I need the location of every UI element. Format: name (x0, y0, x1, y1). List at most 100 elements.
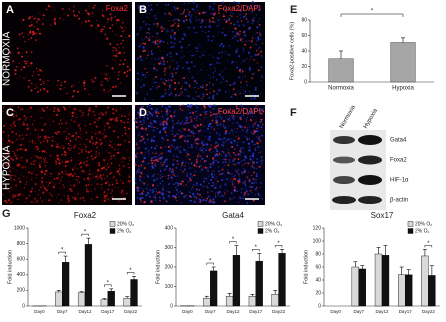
cell (226, 80, 229, 83)
cell (184, 136, 186, 138)
cell (261, 108, 264, 111)
cell (151, 176, 153, 178)
cell (234, 163, 236, 166)
cell (17, 198, 19, 201)
cell (252, 17, 255, 20)
y-tick-label: 400 (165, 225, 174, 231)
cell (192, 1, 195, 4)
cell (111, 30, 114, 32)
cell (230, 38, 232, 40)
cell (121, 189, 124, 192)
cell (221, 172, 224, 175)
cell (254, 143, 257, 146)
y-axis-label: Fold induction (7, 250, 13, 284)
cell (19, 37, 21, 39)
cell (115, 109, 118, 112)
cell (161, 180, 164, 183)
cell (168, 191, 170, 193)
cell (114, 60, 116, 62)
bar (398, 274, 406, 307)
cell (209, 114, 213, 117)
cell (25, 183, 27, 185)
cell (167, 4, 170, 6)
cell (138, 42, 141, 44)
cell (224, 200, 227, 202)
cell (153, 173, 156, 176)
cell (162, 192, 163, 194)
cell (230, 192, 233, 195)
cell (212, 184, 215, 187)
cell (243, 191, 247, 195)
cell (257, 69, 260, 72)
cell (202, 180, 206, 183)
cell (16, 65, 18, 68)
cell (114, 85, 117, 88)
cell (20, 68, 23, 71)
cell (252, 98, 255, 101)
cell (35, 155, 38, 158)
cell (65, 152, 68, 154)
cell (71, 174, 74, 178)
cell (190, 21, 192, 23)
band (358, 135, 382, 145)
cell (140, 75, 142, 77)
cell (178, 29, 180, 31)
cell (231, 129, 232, 130)
cell (84, 125, 86, 127)
cell (164, 67, 167, 70)
cell (190, 107, 192, 109)
cell (13, 178, 16, 181)
cell (142, 42, 144, 45)
cell (255, 178, 257, 181)
cell (255, 121, 257, 123)
cell (215, 119, 218, 122)
cell (246, 131, 249, 133)
cell (28, 17, 31, 20)
cell (172, 124, 174, 126)
cell (175, 147, 177, 149)
cell (146, 16, 148, 18)
cell (255, 49, 258, 52)
cell (38, 68, 40, 71)
cell (228, 117, 231, 119)
cell (154, 17, 158, 20)
cell (240, 20, 243, 22)
cell (63, 19, 65, 21)
cell (74, 193, 76, 195)
cell (217, 57, 220, 60)
cell (148, 149, 150, 151)
cell (159, 163, 161, 165)
cell (217, 193, 220, 195)
cell (220, 154, 222, 156)
cell (172, 173, 175, 176)
cell (224, 158, 227, 161)
cell (227, 53, 230, 56)
cell (174, 196, 177, 198)
cell (165, 4, 168, 7)
cell (182, 134, 185, 137)
cell (53, 115, 55, 116)
cell (137, 172, 139, 174)
cell (39, 135, 42, 138)
cell (57, 172, 60, 175)
cell (157, 160, 159, 163)
cell (77, 126, 79, 128)
cell (183, 9, 186, 11)
bar (255, 260, 263, 307)
cell (245, 179, 247, 181)
cell (87, 19, 91, 23)
cell (148, 152, 150, 155)
cell (252, 116, 254, 117)
cell (205, 136, 207, 138)
cell (178, 149, 180, 152)
cell (180, 193, 183, 195)
cell (223, 27, 225, 29)
cell (217, 170, 220, 173)
cell (150, 169, 152, 171)
cell (211, 8, 215, 11)
cell (128, 34, 131, 38)
cell (15, 114, 18, 117)
cell (254, 188, 257, 191)
cell (226, 155, 228, 157)
cell (220, 51, 223, 53)
